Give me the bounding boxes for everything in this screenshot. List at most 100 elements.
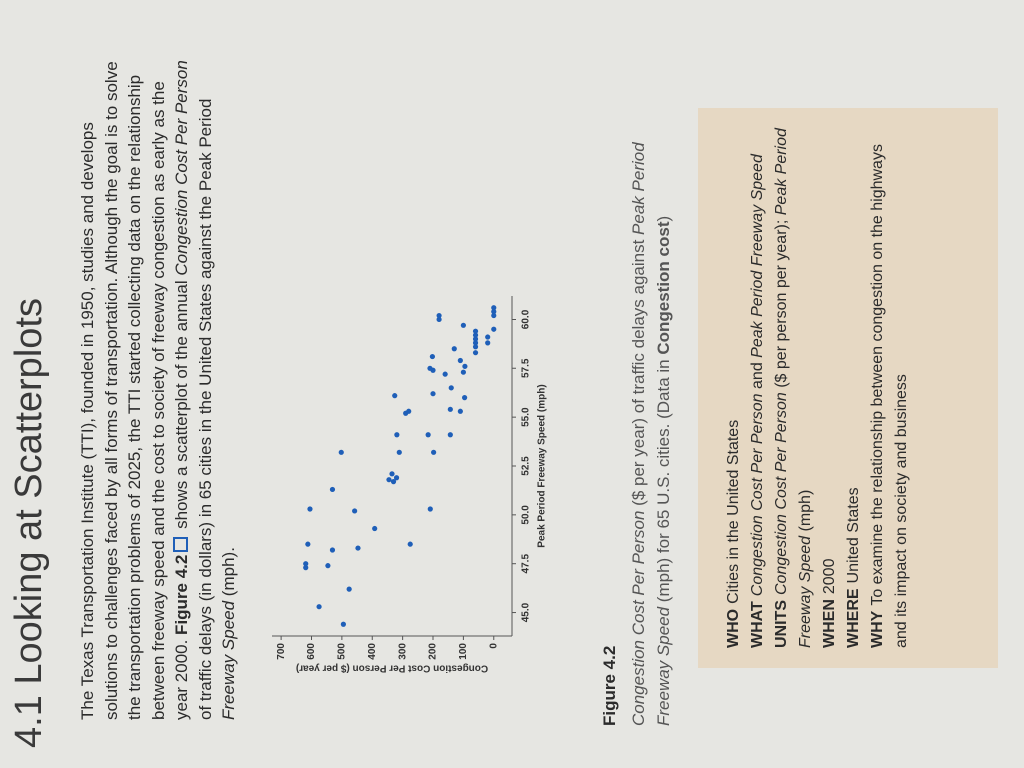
y-tick-label: 500 (337, 643, 348, 660)
info-key: WHO (725, 608, 742, 648)
text-run: (mph) for 65 U.S. cities. (Data in (654, 354, 673, 607)
y-tick-label: 400 (367, 643, 378, 660)
data-point (425, 432, 431, 438)
y-tick-label: 100 (458, 643, 469, 660)
x-tick-label: 55.0 (521, 407, 532, 427)
x-axis-label: Peak Period Freeway Speed (mph) (537, 384, 548, 547)
text-run: Congestion Cost Per Person (172, 60, 191, 276)
data-point (472, 336, 479, 342)
text-run: of traffic delays (in dollars) in 65 cit… (195, 98, 215, 720)
text-run: Congestion Cost Per Person (629, 510, 648, 726)
text-run: ($ per person per year); (773, 215, 790, 393)
figure-label: Figure 4.2 (600, 645, 619, 726)
info-row: WHO Cities in the United States (722, 128, 746, 648)
data-point (472, 332, 479, 338)
data-point (325, 563, 331, 569)
data-point (407, 541, 413, 547)
data-point (436, 316, 442, 323)
data-point (491, 312, 497, 319)
info-row: WHEN 2000 (818, 128, 842, 648)
y-tick-label: 200 (428, 643, 439, 660)
data-point (457, 408, 463, 414)
data-point (442, 371, 448, 377)
info-key: WHY (869, 610, 886, 648)
intro-paragraph: The Texas Transportation Institute (TTI)… (76, 60, 241, 720)
y-tick-label: 700 (276, 643, 287, 660)
y-axis-label: Congestion Cost Per Person ($ per year) (296, 662, 488, 673)
data-point (457, 357, 463, 364)
data-point (451, 346, 457, 352)
data-point (396, 449, 402, 455)
x-tick-label: 50.0 (521, 505, 532, 525)
data-point (447, 406, 453, 412)
figure-caption: Congestion Cost Per Person ($ per year) … (626, 86, 676, 726)
data-point (392, 393, 398, 399)
x-tick-label: 52.5 (521, 456, 532, 476)
data-point (355, 545, 361, 551)
info-row: WHAT Congestion Cost Per Person and Peak … (746, 128, 770, 648)
data-point (460, 369, 466, 375)
data-point (406, 408, 412, 414)
text-run: To examine the relationship between cong… (869, 144, 910, 648)
data-point (329, 547, 336, 553)
data-point (436, 312, 442, 319)
data-point (305, 541, 311, 547)
section-heading: 4.1 Looking at Scatterplots (8, 298, 50, 748)
scatterplot: 0 100 200 300 400 500 600 700 45.0 47.5 50.0 52.5 55… (272, 296, 548, 673)
text-run: (mph) (797, 489, 814, 536)
data-point (431, 449, 437, 455)
x-tick-label: 45.0 (521, 602, 532, 622)
data-point (472, 344, 479, 350)
data-point (485, 334, 491, 340)
data-point (389, 471, 395, 477)
link-icon[interactable] (173, 536, 188, 552)
y-tick-label: 600 (306, 643, 317, 660)
data-point (491, 309, 497, 315)
data-point (429, 353, 436, 360)
data-point (430, 391, 436, 397)
text-run: Congestion Cost Per Person (749, 393, 766, 597)
data-point (462, 363, 468, 369)
data-point (372, 525, 378, 532)
data-point (427, 365, 433, 371)
info-key: UNITS (773, 600, 790, 648)
text-run: Congestion Cost Per Person (773, 392, 790, 595)
info-key: WHERE (845, 588, 862, 648)
text-run: Cities in the United States (725, 419, 742, 604)
data-point (303, 561, 309, 567)
text-run: United States (845, 487, 862, 584)
data-point (427, 506, 433, 512)
data-point (352, 508, 358, 514)
data-point (393, 475, 400, 481)
data-point (329, 486, 336, 493)
data-point (386, 477, 392, 483)
info-key: WHEN (821, 599, 838, 648)
data-point (390, 479, 397, 485)
text-run: Peak Period Freeway Speed (749, 154, 766, 358)
data-point (303, 565, 309, 571)
info-row: WHYTo examine the relationship between c… (866, 128, 914, 648)
text-run: shows a scatterplot of the annual (172, 275, 191, 534)
data-point (394, 432, 400, 438)
text-run: and (749, 357, 766, 394)
text-run: ) (654, 215, 673, 222)
text-run: Figure 4.2 (172, 554, 191, 635)
data-point (472, 350, 479, 356)
y-tick-label: 300 (397, 643, 408, 660)
info-key: WHAT (749, 601, 766, 648)
data-point (491, 305, 497, 311)
data-point (491, 326, 497, 332)
data-point (338, 449, 344, 455)
data-point (472, 328, 479, 334)
data-point (472, 340, 479, 346)
data-point (346, 586, 352, 592)
text-run: (mph). (219, 547, 238, 601)
x-tick-label: 60.0 (521, 309, 532, 329)
text-run: ($ per year) of traffic delays against (629, 234, 648, 511)
info-row: UNITS Congestion Cost Per Person ($ per p… (770, 128, 818, 648)
x-tick-label: 57.5 (521, 358, 532, 378)
text-run: 2000 (821, 558, 838, 595)
data-point (460, 322, 466, 328)
y-tick-label: 0 (488, 643, 499, 649)
